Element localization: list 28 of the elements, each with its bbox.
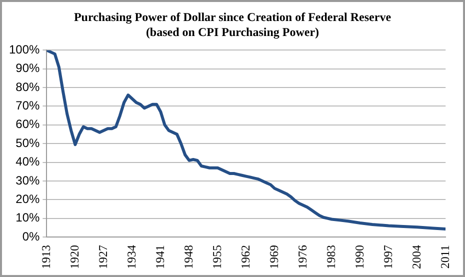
x-tick-label: 1969 xyxy=(266,245,281,269)
y-tick-label: 30% xyxy=(16,173,40,188)
x-tick-label: 2011 xyxy=(438,245,452,269)
y-tick-label: 90% xyxy=(16,61,40,76)
chart-subtitle: (based on CPI Purchasing Power) xyxy=(144,25,320,40)
x-tick-label: 1990 xyxy=(352,245,366,269)
y-tick-label: 60% xyxy=(16,117,40,132)
y-tick-label: 100% xyxy=(8,42,40,57)
x-tick-label: 1997 xyxy=(380,245,395,269)
y-tick-label: 80% xyxy=(16,80,40,94)
x-tick-label: 1983 xyxy=(324,245,338,269)
x-tick-label: 1920 xyxy=(67,245,82,269)
x-tick-label: 1941 xyxy=(152,245,167,269)
y-tick-label: 70% xyxy=(16,98,40,113)
y-tick-label: 20% xyxy=(16,192,40,206)
x-tick-label: 1976 xyxy=(295,245,310,269)
x-tick-label: 1955 xyxy=(210,245,224,269)
x-tick-label: 1962 xyxy=(238,245,252,269)
y-tick-label: 10% xyxy=(16,210,40,225)
x-tick-label: 1913 xyxy=(38,245,53,269)
x-tick-label: 1948 xyxy=(181,245,196,269)
x-tick-label: 1927 xyxy=(96,245,110,269)
x-tick-label: 1934 xyxy=(124,245,138,269)
y-tick-label: 40% xyxy=(16,154,40,169)
x-tick-label: 2004 xyxy=(409,245,424,269)
chart-title: Purchasing Power of Dollar since Creation of Federal Reserve xyxy=(72,10,392,25)
y-tick-label: 0% xyxy=(22,229,40,244)
y-tick-label: 50% xyxy=(16,136,40,150)
